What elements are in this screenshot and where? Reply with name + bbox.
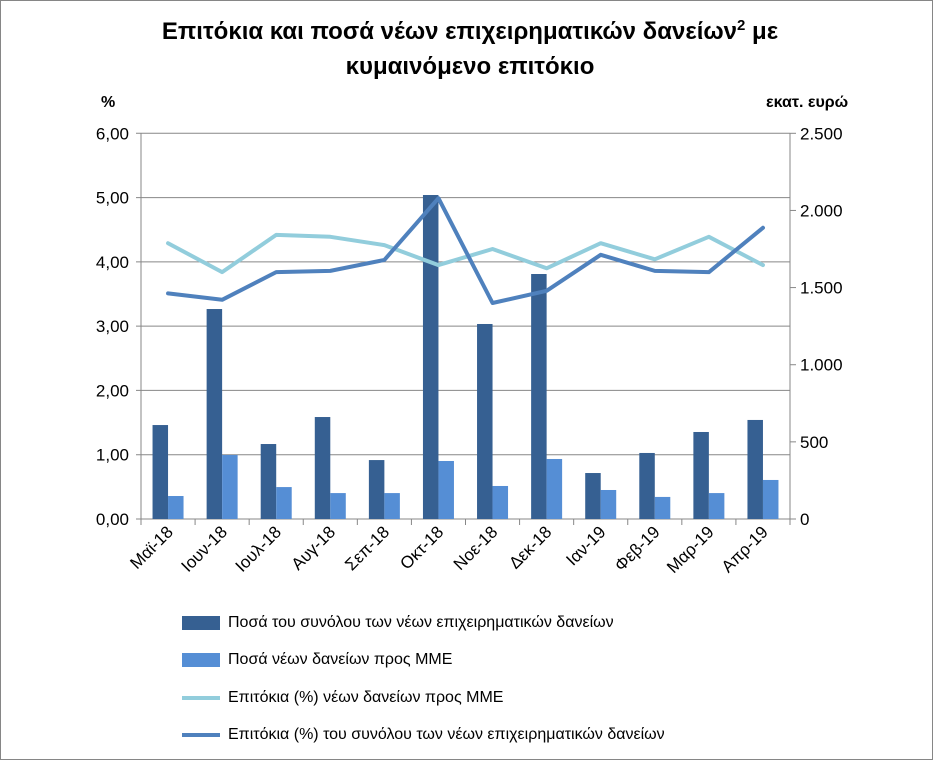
bar-total: [368, 460, 385, 519]
right-tick-label: 500: [800, 433, 828, 452]
bar-sme: [600, 489, 617, 519]
legend-label: Επιτόκια (%) νέων δανείων προς ΜΜΕ: [228, 688, 504, 706]
left-tick-label: 4,00: [96, 253, 129, 272]
bar-total: [422, 195, 439, 519]
bar-sme: [654, 496, 671, 519]
legend-item: Επιτόκια (%) του συνόλου των νέων επιχει…: [182, 717, 665, 755]
bar-sme: [276, 487, 292, 519]
right-tick-label: 2.500: [800, 124, 843, 143]
x-tick-label: Δεκ-18: [505, 522, 555, 572]
bar-total: [477, 323, 493, 519]
x-tick-label: Αυγ-18: [288, 522, 339, 573]
x-tick-label: Απρ-19: [718, 522, 772, 576]
x-tick-label: Ιουν-18: [178, 522, 231, 575]
bar-sme: [492, 485, 509, 519]
bar-total: [747, 419, 763, 519]
left-axis-unit: %: [101, 94, 116, 111]
x-tick-label: Οκτ-18: [396, 522, 447, 573]
legend-swatch: [182, 653, 220, 668]
left-tick-label: 1,00: [96, 446, 129, 465]
x-tick-label: Μαρ-19: [663, 522, 718, 577]
legend-item: Επιτόκια (%) νέων δανείων προς ΜΜΕ: [182, 679, 665, 717]
bar-total: [531, 274, 547, 519]
legend-label: Επιτόκια (%) του συνόλου των νέων επιχει…: [228, 726, 665, 744]
bar-sme: [762, 479, 779, 519]
legend-label: Ποσά νέων δανείων προς ΜΜΕ: [228, 651, 453, 669]
bar-sme: [330, 493, 346, 519]
left-tick-label: 0,00: [96, 510, 129, 529]
bar-total: [639, 452, 655, 519]
bar-total: [585, 473, 601, 519]
right-tick-label: 2.000: [800, 201, 843, 220]
bar-sme: [168, 496, 184, 519]
legend-swatch: [182, 733, 220, 738]
line-total-rate: [166, 196, 765, 306]
bar-sme: [438, 460, 454, 519]
x-tick-label: Νοε-18: [450, 522, 502, 574]
legend-label: Ποσά του συνόλου των νέων επιχειρηματικώ…: [228, 613, 614, 631]
left-tick-label: 6,00: [96, 124, 129, 143]
legend-item: Ποσά του συνόλου των νέων επιχειρηματικώ…: [182, 604, 665, 642]
x-tick-label: Ιουλ-18: [232, 522, 285, 575]
bar-sme: [384, 493, 400, 519]
chart-title: Επιτόκια και ποσά νέων επιχειρηματικών δ…: [161, 17, 779, 80]
right-tick-label: 0: [800, 510, 809, 529]
right-axis-unit: εκατ. ευρώ: [766, 94, 849, 111]
bar-total: [260, 444, 277, 519]
left-tick-label: 3,00: [96, 317, 129, 336]
bar-total: [206, 309, 223, 519]
legend-item: Ποσά νέων δανείων προς ΜΜΕ: [182, 642, 665, 680]
right-tick-label: 1.500: [800, 279, 843, 298]
legend-swatch: [182, 615, 220, 630]
bar-sme: [222, 454, 238, 519]
bar-total: [314, 417, 331, 519]
line-sme-rate: [166, 232, 765, 275]
x-tick-label: Μαϊ-18: [126, 522, 176, 572]
bar-sme: [546, 458, 563, 519]
x-tick-label: Φεβ-19: [611, 522, 664, 575]
legend-swatch: [182, 695, 220, 700]
bar-sme: [708, 493, 725, 519]
legend: Ποσά του συνόλου των νέων επιχειρηματικώ…: [182, 604, 665, 754]
right-tick-label: 1.000: [800, 356, 843, 375]
bar-total: [693, 431, 709, 519]
left-tick-label: 2,00: [96, 381, 129, 400]
bar-total: [152, 425, 169, 519]
left-tick-label: 5,00: [96, 189, 129, 208]
x-tick-label: Ιαν-19: [562, 522, 609, 569]
x-tick-label: Σεπ-18: [341, 522, 393, 574]
